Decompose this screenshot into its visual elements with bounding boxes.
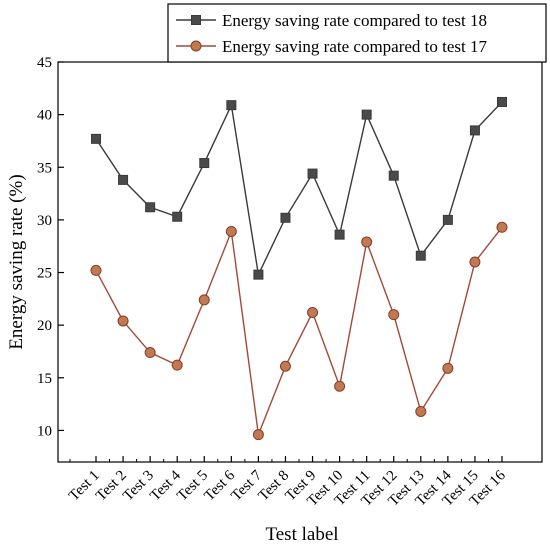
data-point [334, 229, 345, 240]
series-1 [91, 97, 507, 280]
data-point [388, 170, 399, 181]
y-tick-label: 25 [37, 266, 52, 282]
data-point [388, 309, 400, 321]
data-point [415, 250, 426, 261]
data-point [442, 214, 453, 225]
y-tick-label: 40 [37, 108, 52, 124]
data-point [118, 174, 129, 185]
x-tick-label: Test 8 [256, 468, 293, 505]
data-point [252, 429, 264, 441]
data-point [334, 380, 346, 392]
data-point [117, 315, 129, 327]
data-point [172, 211, 183, 222]
y-axis-title: Energy saving rate (%) [6, 174, 27, 349]
legend-box [167, 3, 547, 63]
x-axis-title: Test label [265, 524, 338, 545]
x-tick-label: Test 2 [93, 468, 130, 505]
data-point [226, 100, 237, 111]
legend-label: Energy saving rate compared to test 18 [222, 11, 487, 30]
data-point [415, 405, 427, 417]
x-tick-label: Test 5 [174, 468, 211, 505]
legend-label: Energy saving rate compared to test 17 [222, 37, 487, 56]
y-tick-label: 10 [37, 423, 52, 439]
data-point [307, 307, 319, 319]
data-point [145, 202, 156, 213]
y-tick-label: 30 [37, 213, 52, 229]
data-point [497, 97, 507, 107]
data-point [253, 269, 264, 280]
y-tick-label: 35 [37, 160, 52, 176]
data-point [496, 221, 508, 233]
data-point [225, 225, 237, 237]
data-point [198, 294, 210, 306]
y-tick-label: 45 [37, 55, 52, 71]
data-point [199, 158, 210, 169]
data-point [361, 109, 372, 120]
data-point [280, 212, 291, 223]
legend-marker [190, 40, 202, 52]
data-point [90, 264, 102, 276]
series-line [95, 101, 503, 277]
data-point [442, 362, 454, 374]
legend-marker [191, 15, 201, 25]
series-line [95, 226, 503, 438]
data-point [469, 256, 481, 268]
data-point [91, 133, 101, 144]
y-tick-label: 15 [37, 371, 52, 387]
data-point [361, 236, 373, 248]
plot-frame [57, 61, 543, 463]
data-point [307, 168, 318, 179]
data-point [171, 359, 183, 371]
y-tick-label: 20 [37, 318, 52, 334]
data-point [144, 347, 156, 359]
x-tick-label: Test 1 [66, 468, 103, 505]
data-point [279, 360, 291, 372]
series-2 [90, 221, 508, 441]
x-tick-label: Test 3 [120, 468, 157, 505]
data-point [469, 125, 480, 136]
